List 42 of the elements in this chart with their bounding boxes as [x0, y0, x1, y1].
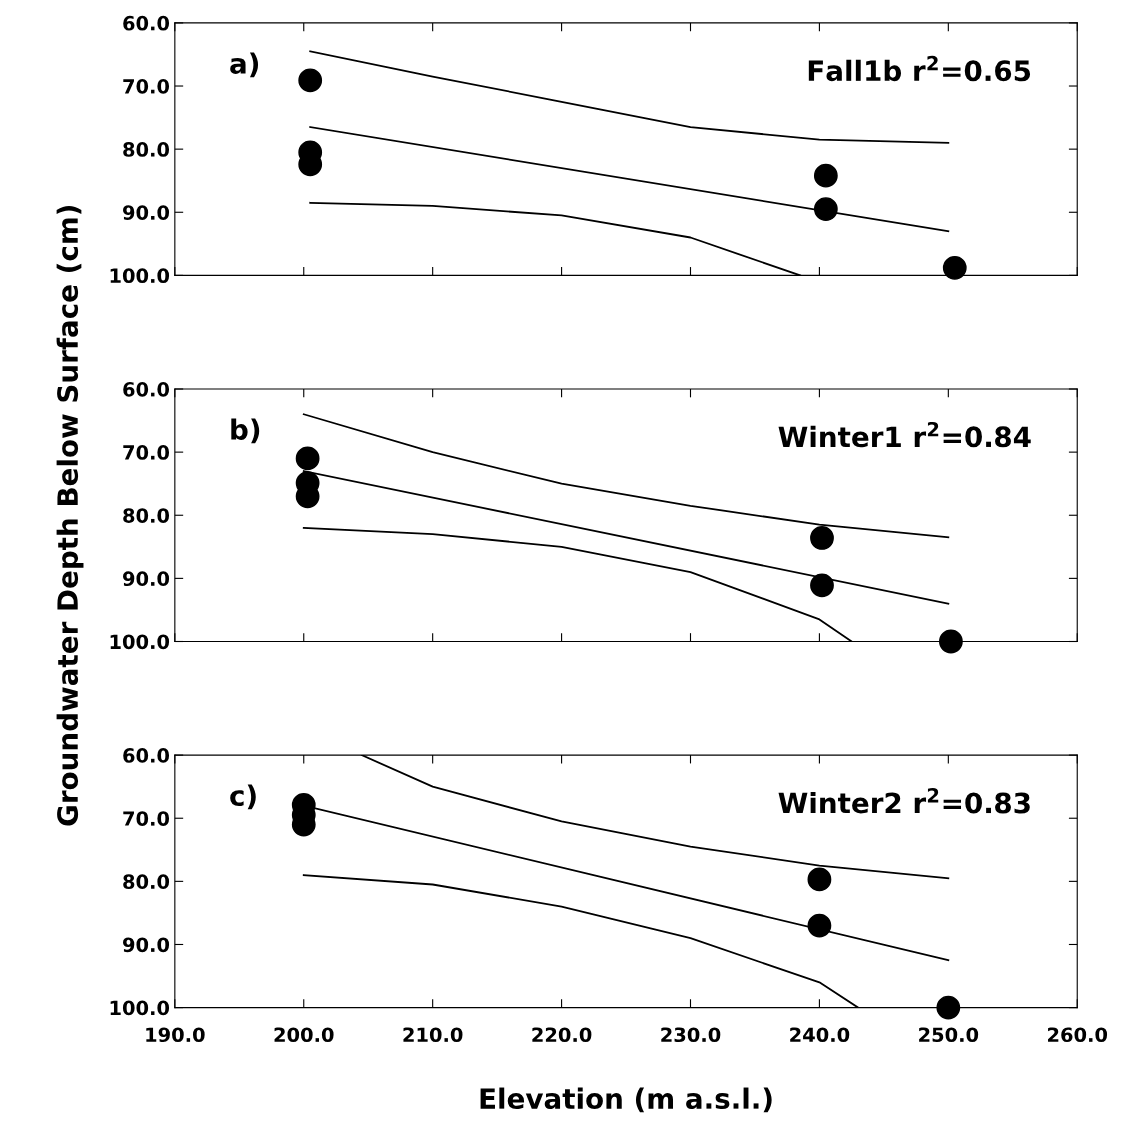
- annotation: Fall1b r$^{2}$=0.65: [808, 55, 1031, 82]
- y-tick-label: 70.0: [123, 445, 170, 460]
- y-tick-label: 90.0: [123, 571, 170, 587]
- y-tick-label: 60.0: [123, 748, 170, 763]
- y-tick-label: 70.0: [123, 78, 170, 94]
- point: [813, 197, 838, 222]
- annotation: Winter1 r$^{2}$=0.84: [778, 421, 1031, 448]
- y-axis-title: Groundwater Depth Below Surface (cm): [56, 205, 84, 826]
- y-tick-label: 60.0: [123, 381, 170, 397]
- x-tick-label: 190.0: [146, 1027, 205, 1043]
- point: [939, 629, 963, 654]
- annotation: a): [230, 52, 259, 78]
- annotation: b): [231, 418, 260, 444]
- point: [298, 68, 323, 93]
- x-tick-label: 240.0: [790, 1027, 850, 1043]
- point: [810, 526, 834, 550]
- x-tick-label: 230.0: [661, 1027, 721, 1043]
- x-tick-label: 260.0: [1048, 1027, 1108, 1043]
- y-tick-label: 90.0: [123, 937, 170, 953]
- point: [813, 163, 838, 188]
- point: [807, 867, 832, 892]
- point: [810, 573, 834, 598]
- point: [807, 913, 832, 938]
- annotation: Winter2 r$^{2}$=0.83: [778, 788, 1030, 814]
- y-tick-label: 60.0: [123, 15, 170, 31]
- y-tick-label: 100.0: [110, 1000, 170, 1016]
- y-tick-label: 70.0: [123, 811, 170, 826]
- x-tick-label: 220.0: [532, 1027, 592, 1043]
- annotation: c): [230, 784, 256, 810]
- point: [295, 446, 320, 471]
- y-tick-label: 100.0: [110, 268, 170, 284]
- point: [942, 255, 967, 280]
- x-tick-label: 250.0: [919, 1027, 979, 1043]
- point: [936, 995, 961, 1020]
- y-tick-label: 100.0: [110, 634, 170, 650]
- y-tick-label: 80.0: [123, 142, 170, 157]
- y-tick-label: 80.0: [123, 874, 170, 890]
- x-axis-title: Elevation (m a.s.l.): [480, 1087, 772, 1113]
- x-tick-label: 200.0: [274, 1027, 334, 1043]
- x-tick-label: 210.0: [403, 1027, 463, 1043]
- y-tick-label: 80.0: [123, 508, 170, 523]
- y-tick-label: 90.0: [123, 205, 170, 220]
